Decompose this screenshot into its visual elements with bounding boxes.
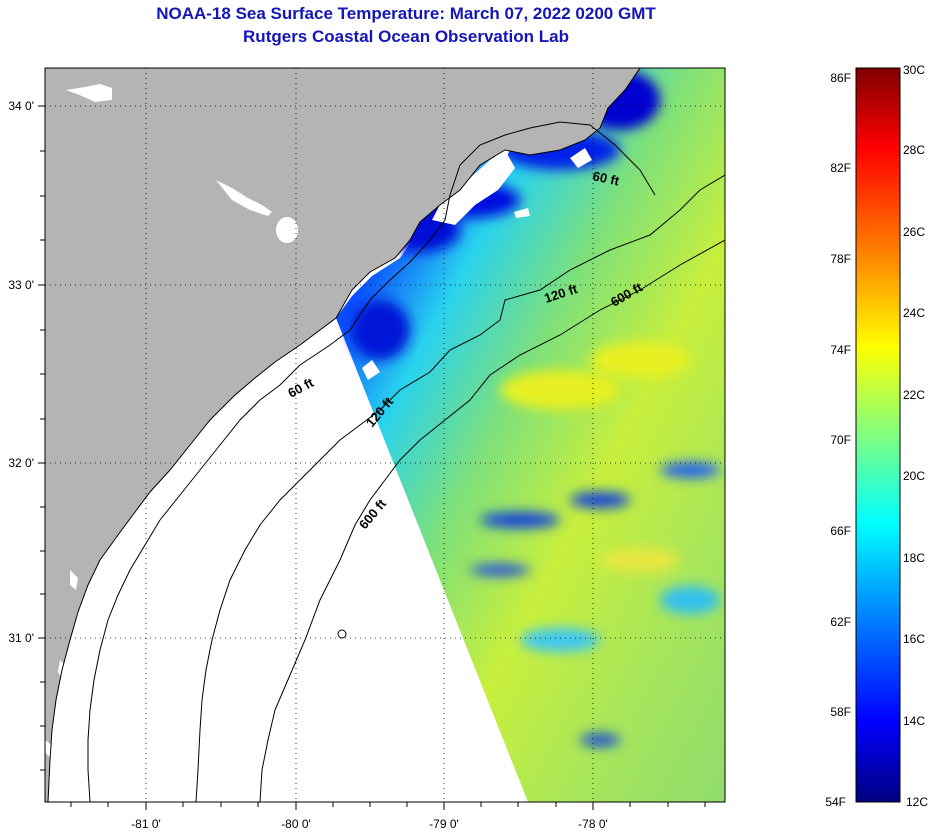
lat-label: 31 0' <box>8 631 34 645</box>
isobath-120ft <box>195 174 725 802</box>
colorbar-c-label: 30C <box>903 63 925 77</box>
land-area <box>45 68 640 802</box>
lon-label: -80 0' <box>281 817 311 831</box>
lat-label: 32 0' <box>8 456 34 470</box>
colorbar-c-label: 12C <box>906 795 928 809</box>
map-title: NOAA-18 Sea Surface Temperature: March 0… <box>156 4 656 23</box>
graticule <box>45 68 725 802</box>
colorbar-f-label: 74F <box>830 343 851 357</box>
map-subtitle: Rutgers Coastal Ocean Observation Lab <box>243 27 569 46</box>
colorbar-f-label: 78F <box>830 252 851 266</box>
isobath-lines <box>87 121 725 802</box>
lat-label: 34 0' <box>8 99 34 113</box>
colorbar <box>855 67 901 803</box>
lon-label: -81 0' <box>131 817 161 831</box>
colorbar-c-label: 20C <box>903 469 925 483</box>
colorbar-c-label: 28C <box>903 143 925 157</box>
colorbar-c-label: 16C <box>903 632 925 646</box>
lat-label: 33 0' <box>8 278 34 292</box>
lon-label: -78 0' <box>578 817 608 831</box>
colorbar-f-label: 70F <box>830 433 851 447</box>
colorbar-f-label: 62F <box>830 615 851 629</box>
colorbar-celsius: 30C 28C 26C 24C 22C 20C 18C 16C 14C 12C <box>903 63 928 809</box>
colorbar-f-label: 82F <box>830 161 851 175</box>
colorbar-c-label: 14C <box>903 714 925 728</box>
colorbar-f-label: 66F <box>830 524 851 538</box>
colorbar-c-label: 26C <box>903 225 925 239</box>
cloud-patches <box>362 145 592 380</box>
isobath-60ft <box>87 121 656 802</box>
axis-ticks <box>38 105 706 810</box>
isobath-600ft <box>259 239 725 802</box>
colorbar-f-label: 54F <box>825 795 846 809</box>
colorbar-f-label: 86F <box>830 71 851 85</box>
isobath-label: 60 ft <box>591 168 621 188</box>
sst-swath <box>336 68 725 802</box>
seamount-contour <box>337 629 347 639</box>
inland-water <box>45 84 298 760</box>
colorbar-f-label: 58F <box>830 705 851 719</box>
colorbar-c-label: 24C <box>903 306 925 320</box>
colorbar-c-label: 22C <box>903 388 925 402</box>
lon-label: -79 0' <box>429 817 459 831</box>
coastline <box>47 68 641 802</box>
plot-frame <box>44 67 726 803</box>
colorbar-c-label: 18C <box>903 551 925 565</box>
colorbar-fahrenheit: 86F 82F 78F 74F 70F 66F 62F 58F 54F <box>825 71 851 809</box>
